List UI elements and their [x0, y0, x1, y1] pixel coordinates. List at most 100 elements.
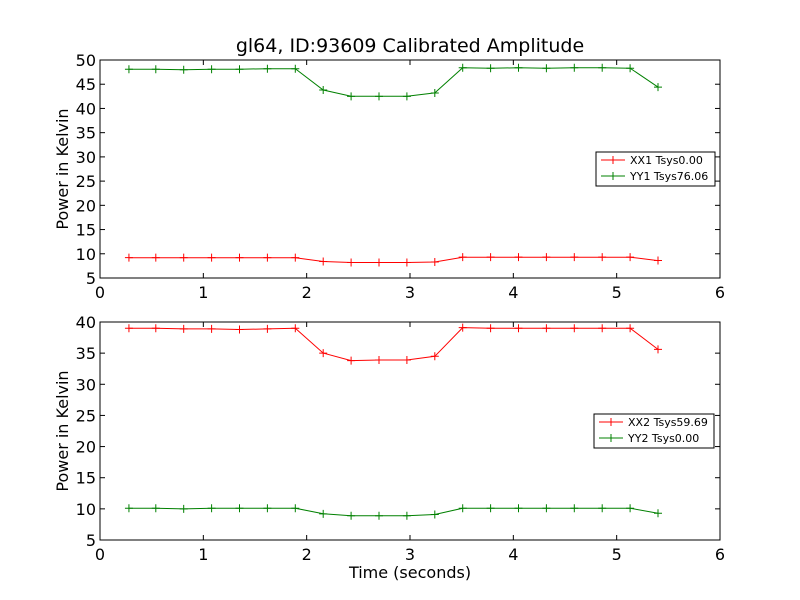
bottom-legend-box [593, 413, 715, 449]
top-series-1-point [263, 253, 272, 262]
top-y-tick-label: 15 [76, 221, 96, 240]
top-x-tick-label: 1 [198, 283, 208, 302]
top-series-1-point [179, 253, 188, 262]
top-legend: XX1 Tsys0.00 YY1 Tsys76.06 [595, 151, 716, 187]
bottom-series-2-point [486, 504, 495, 513]
top-series-2 [124, 63, 662, 101]
top-series-1-point [319, 257, 328, 266]
top-series-1-point [124, 253, 133, 262]
bottom-series-1-point [514, 324, 523, 333]
bottom-legend-label: XX2 Tsys59.69 [628, 416, 708, 429]
top-series-1-point [207, 253, 216, 262]
top-legend-entry-2: YY1 Tsys76.06 [601, 170, 708, 183]
top-series-1-point [654, 256, 662, 265]
top-series-1-point [291, 253, 300, 262]
bottom-series-1-point [654, 345, 662, 354]
bottom-series-1-point [486, 324, 495, 333]
top-series-1-point [626, 253, 635, 262]
top-series-2-point [570, 63, 579, 72]
bottom-series-2-point [347, 511, 356, 520]
top-x-tick-label: 0 [95, 283, 105, 302]
bottom-y-tick-label: 25 [76, 406, 96, 425]
top-series-2-point [235, 65, 244, 74]
top-legend-box [595, 151, 716, 187]
bottom-y-tick-label: 40 [76, 313, 96, 332]
top-x-tick-label: 2 [302, 283, 312, 302]
bottom-series-1-point [291, 324, 300, 333]
bottom-legend-entry-2: YY2 Tsys0.00 [599, 432, 699, 445]
bottom-series-2-point [542, 504, 551, 513]
bottom-y-tick-label: 10 [76, 500, 96, 519]
bottom-series-2-point [124, 504, 133, 513]
top-series-2-point [654, 83, 662, 92]
top-series-1-point [235, 253, 244, 262]
bottom-x-axis-label: Time (seconds) [348, 563, 471, 582]
top-legend-label: XX1 Tsys0.00 [630, 154, 703, 167]
bottom-x-tick-label: 3 [405, 545, 415, 564]
top-x-tick-label: 4 [508, 283, 518, 302]
top-series-1 [124, 253, 662, 267]
bottom-plot-panel: 0 1 2 3 4 5 6 5 10 15 20 25 30 35 40 Power in Kelvin Tim… [53, 313, 725, 582]
top-legend-entry-1: XX1 Tsys0.00 [601, 154, 703, 167]
top-series-1-point [598, 253, 607, 262]
top-y-tick-label: 10 [76, 245, 96, 264]
top-series-2-point [598, 63, 607, 72]
bottom-legend: XX2 Tsys59.69 YY2 Tsys0.00 [593, 413, 715, 449]
bottom-series-1-point [542, 324, 551, 333]
bottom-legend-marker [607, 418, 615, 426]
bottom-series-2-point [430, 510, 439, 519]
top-x-tick-label: 3 [405, 283, 415, 302]
top-series-2-point [124, 65, 133, 74]
top-chart-title: gl64, ID:93609 Calibrated Amplitude [236, 35, 584, 57]
bottom-series-2-point [207, 504, 216, 513]
bottom-series-1-point [402, 355, 411, 364]
top-series-1-line [128, 256, 659, 263]
top-y-tick-label: 50 [76, 51, 96, 70]
top-series-2-point [151, 65, 160, 74]
bottom-x-tick-label: 5 [612, 545, 622, 564]
top-series-2-point [375, 92, 383, 101]
bottom-series-1-point [598, 324, 607, 333]
top-series-2-point [514, 63, 523, 72]
top-legend-label: YY1 Tsys76.06 [629, 170, 708, 183]
top-legend-marker [609, 172, 617, 180]
bottom-x-tick-label: 1 [198, 545, 208, 564]
bottom-series-1-point [151, 324, 160, 333]
bottom-legend-marker [607, 434, 615, 442]
bottom-series-1-point [570, 324, 579, 333]
top-y-tick-label: 30 [76, 148, 96, 167]
top-y-tick-label: 20 [76, 196, 96, 215]
top-y-tick-label: 5 [86, 269, 96, 288]
bottom-x-tick-label: 4 [508, 545, 518, 564]
top-series-2-point [291, 64, 300, 73]
top-y-axis-label: Power in Kelvin [53, 108, 72, 229]
bottom-y-axis-label: Power in Kelvin [53, 370, 72, 491]
bottom-series-2-point [235, 504, 244, 513]
bottom-series-2-point [179, 504, 188, 513]
bottom-y-tick-label: 15 [76, 469, 96, 488]
top-series-1-point [347, 258, 356, 267]
top-y-tick-label: 25 [76, 172, 96, 191]
top-series-2-line [128, 67, 659, 97]
bottom-series-1 [124, 323, 662, 365]
top-y-tick-label: 35 [76, 124, 96, 143]
top-series-2-point [402, 92, 411, 101]
bottom-series-2-point [263, 504, 272, 513]
top-x-tick-label: 5 [612, 283, 622, 302]
bottom-x-tick-label: 0 [95, 545, 105, 564]
bottom-series-1-point [263, 324, 272, 333]
top-legend-marker [609, 156, 617, 164]
top-series-1-point [458, 253, 467, 262]
bottom-series-1-point [347, 356, 356, 365]
top-series-1-point [570, 253, 579, 262]
top-series-1-point [375, 258, 383, 267]
top-y-tick-label: 45 [76, 75, 96, 94]
bottom-series-1-point [626, 324, 635, 333]
bottom-series-1-line [128, 327, 659, 362]
top-series-2-point [626, 64, 635, 73]
bottom-series-2-point [375, 511, 383, 520]
top-x-tick-label: 6 [715, 283, 725, 302]
bottom-y-tick-label: 30 [76, 375, 96, 394]
bottom-series-2-point [319, 509, 328, 518]
